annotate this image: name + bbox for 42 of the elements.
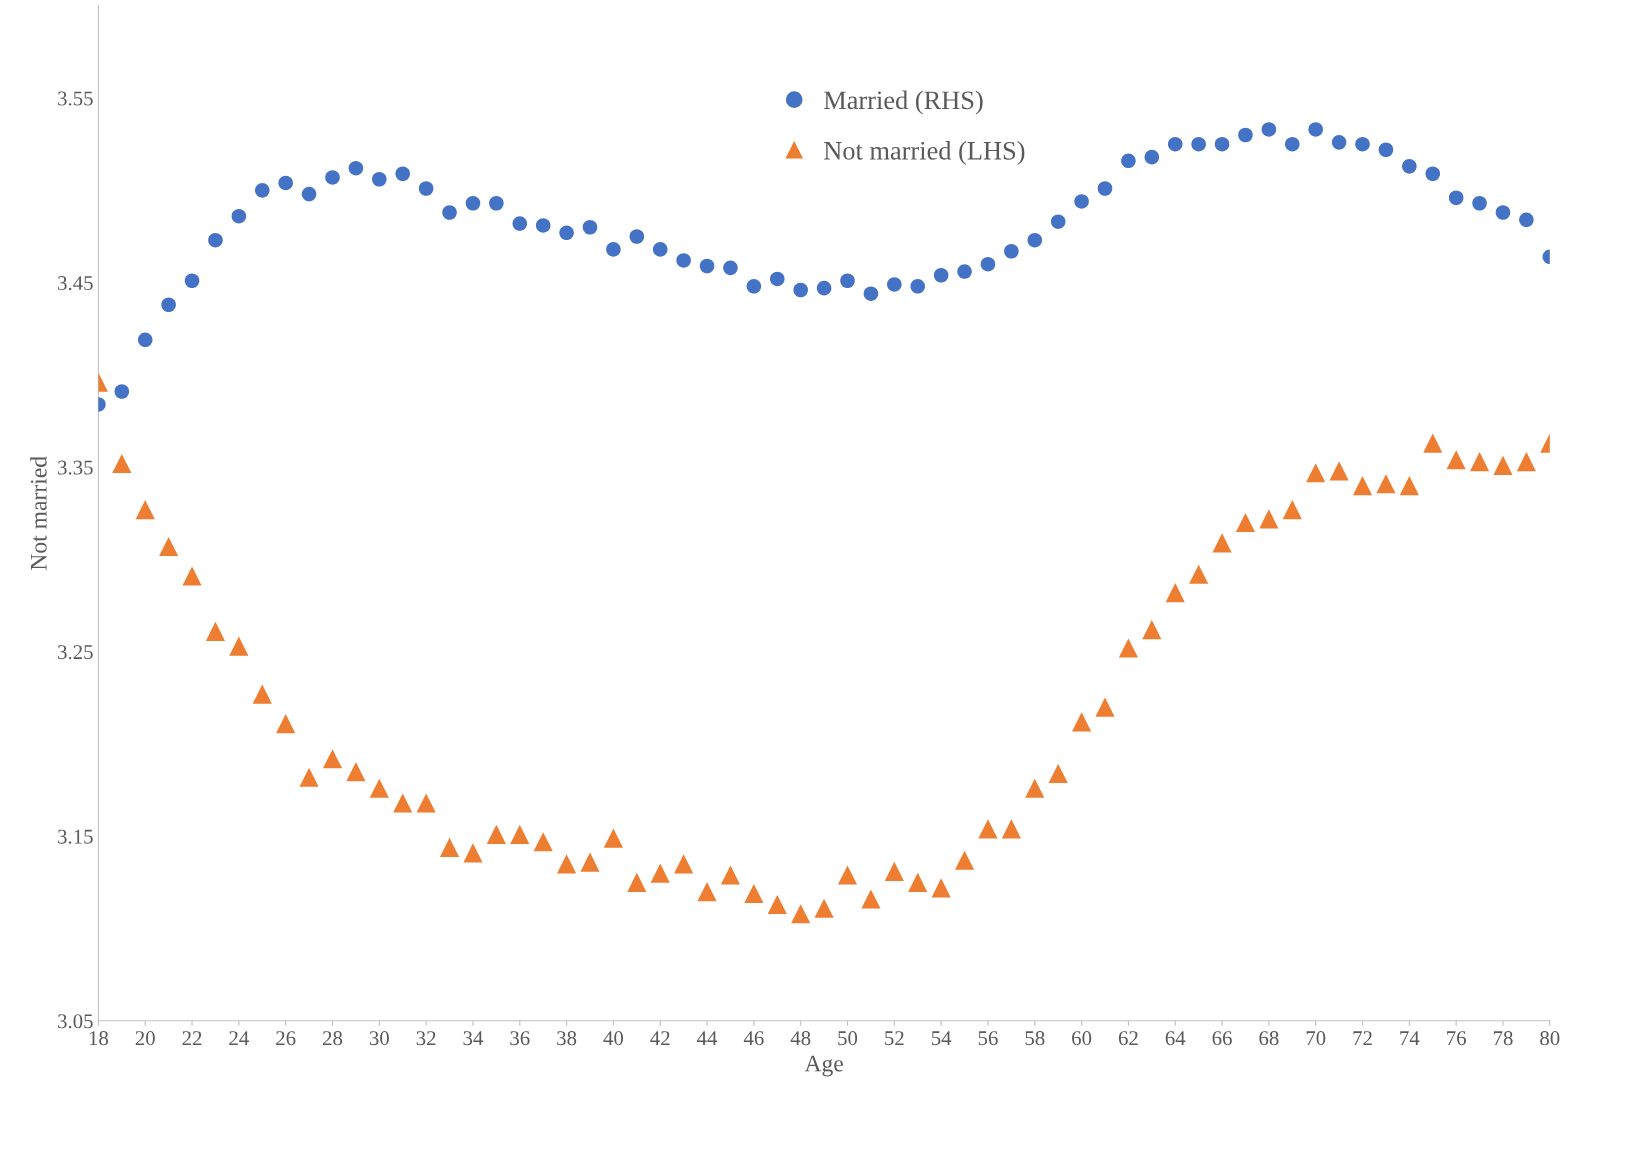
x-tick-label: 32 — [416, 1031, 436, 1046]
x-tick-label: 30 — [369, 1031, 389, 1046]
x-tick-label: 26 — [276, 1031, 296, 1046]
x-tick-label: 78 — [1493, 1031, 1513, 1046]
x-tick-label: 38 — [557, 1031, 577, 1046]
x-tick-label: 40 — [603, 1031, 624, 1046]
x-tick-label: 66 — [1212, 1031, 1232, 1046]
x-tick-label: 22 — [182, 1031, 202, 1045]
y-tick-label: 3.25 — [58, 645, 93, 660]
x-tick-label: 34 — [463, 1031, 484, 1046]
x-tick-label: 60 — [1072, 1031, 1092, 1046]
x-tick-label: 70 — [1306, 1031, 1326, 1046]
y-tick-label: 3.55 — [58, 91, 93, 106]
y-axis-title: Not married — [30, 456, 47, 570]
x-tick-label: 72 — [1353, 1031, 1372, 1045]
x-tick-label: 20 — [135, 1031, 155, 1046]
y-tick-label: 3.45 — [58, 276, 93, 291]
x-tick-label: 36 — [510, 1031, 530, 1046]
y-tick-label: 3.35 — [58, 460, 93, 475]
x-tick-label: 68 — [1259, 1031, 1279, 1046]
x-tick-label: 44 — [697, 1031, 718, 1045]
x-tick-label: 48 — [790, 1031, 811, 1046]
x-tick-label: 18 — [89, 1031, 109, 1046]
legend-label: Not married (LHS) — [824, 141, 1025, 166]
x-tick-label: 74 — [1400, 1031, 1420, 1045]
x-tick-label: 46 — [743, 1031, 764, 1046]
x-tick-label: 28 — [322, 1031, 343, 1046]
x-tick-label: 42 — [650, 1031, 670, 1045]
y-tick-label: 3.05 — [58, 1014, 93, 1029]
x-axis-title: Age — [804, 1055, 843, 1077]
x-tick-label: 54 — [931, 1031, 952, 1046]
x-tick-label: 76 — [1447, 1031, 1466, 1046]
x-tick-label: 24 — [229, 1031, 249, 1045]
x-tick-label: 62 — [1118, 1031, 1138, 1046]
y-tick-label: 3.15 — [58, 829, 93, 844]
x-tick-label: 56 — [978, 1031, 998, 1046]
x-tick-label: 52 — [885, 1031, 904, 1046]
x-tick-label: 50 — [838, 1031, 858, 1046]
x-tick-label: 64 — [1165, 1031, 1186, 1046]
x-tick-label: 58 — [1025, 1031, 1045, 1046]
x-tick-label: 80 — [1540, 1031, 1560, 1046]
legend-label: Married (RHS) — [824, 90, 983, 115]
